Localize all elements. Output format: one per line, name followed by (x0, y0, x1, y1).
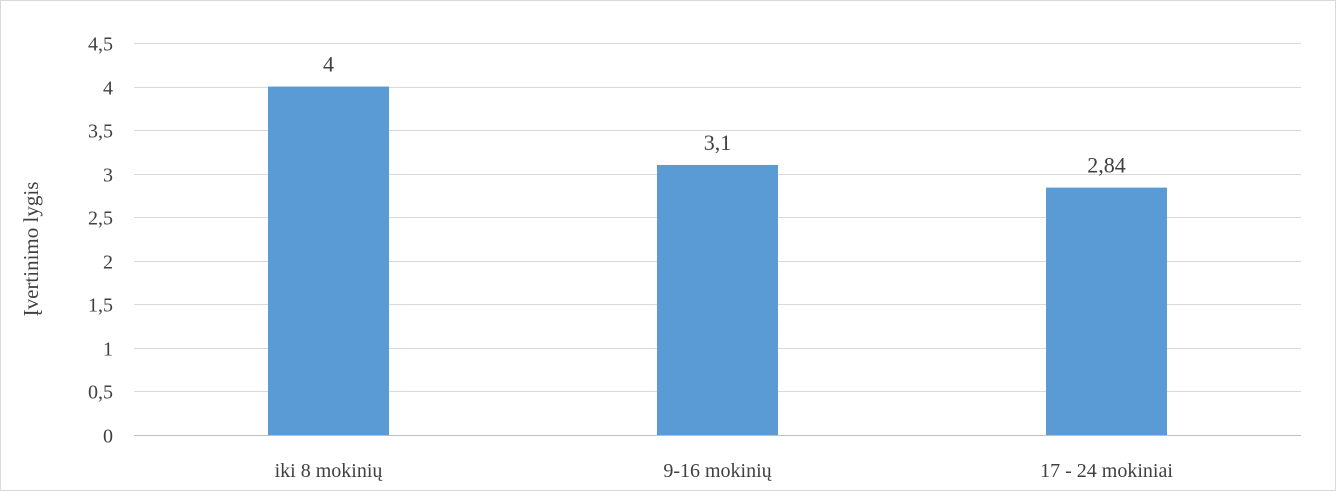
y-tick-label: 3,5 (88, 121, 113, 143)
y-tick-label: 2 (103, 252, 113, 274)
y-tick-label: 4 (103, 78, 113, 100)
y-tick-label: 1 (103, 339, 113, 361)
bar (268, 86, 389, 436)
x-category-label: 9-16 mokinių (663, 460, 772, 482)
x-category-label: iki 8 mokinių (275, 460, 384, 482)
y-tick-label: 2,5 (88, 208, 113, 230)
data-label: 4 (323, 52, 334, 77)
data-labels: 4 3,1 2,84 (323, 52, 1126, 178)
y-tick-labels: 0 0,5 1 1,5 2 2,5 3 3,5 4 4,5 (88, 34, 113, 448)
bar (1046, 187, 1167, 435)
y-tick-label: 0,5 (88, 382, 113, 404)
bar (657, 164, 778, 435)
y-tick-label: 4,5 (88, 34, 113, 56)
y-tick-label: 0 (103, 426, 113, 448)
data-label: 2,84 (1087, 153, 1126, 178)
x-category-labels: iki 8 mokinių 9-16 mokinių 17 - 24 mokinia… (275, 460, 1174, 482)
y-tick-label: 3 (103, 165, 113, 187)
x-category-label: 17 - 24 mokiniai (1040, 460, 1173, 482)
bars (268, 86, 1167, 436)
y-tick-label: 1,5 (88, 295, 113, 317)
data-label: 3,1 (704, 130, 732, 155)
y-axis-title: Įvertinimo lygis (19, 182, 43, 317)
